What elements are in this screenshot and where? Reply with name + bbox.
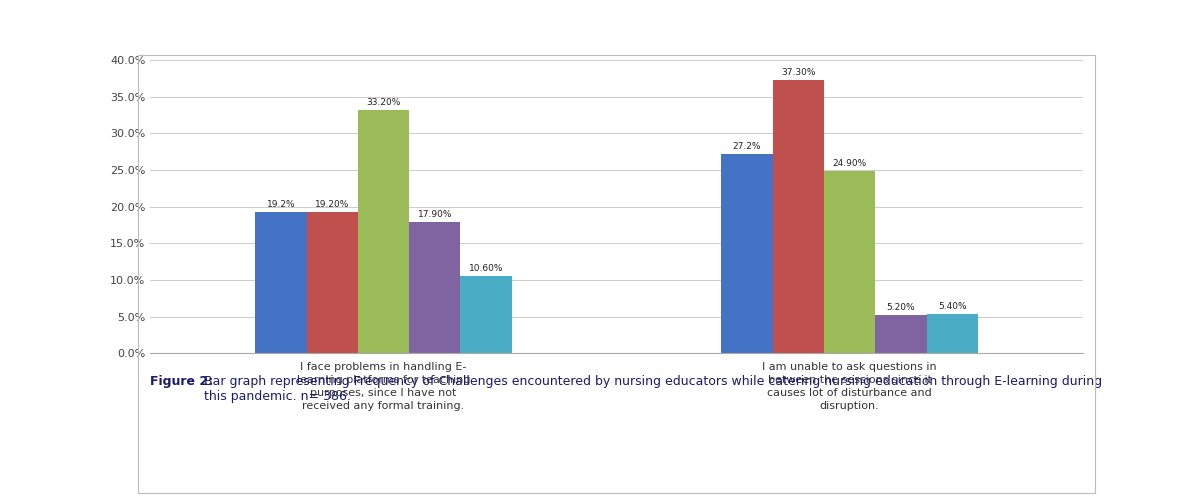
Bar [876,315,926,353]
Text: 24.90%: 24.90% [832,159,866,168]
Text: 5.40%: 5.40% [938,302,966,311]
Text: 27.2%: 27.2% [733,142,761,151]
Text: 33.20%: 33.20% [366,98,401,107]
Text: 5.20%: 5.20% [887,303,915,312]
Bar [824,171,876,353]
Bar [461,275,511,353]
Bar [409,222,461,353]
Bar [926,314,978,353]
Bar [255,213,307,353]
Bar [357,110,409,353]
Text: 37.30%: 37.30% [781,68,816,77]
Bar [772,80,824,353]
Text: 19.20%: 19.20% [315,201,349,210]
Text: Figure 2:: Figure 2: [150,375,218,388]
Text: 17.90%: 17.90% [417,210,452,219]
Bar [722,154,772,353]
Text: 10.60%: 10.60% [469,263,503,272]
Text: Bar graph representing Frequency of Challenges encountered by nursing educators : Bar graph representing Frequency of Chal… [203,375,1102,403]
Bar [307,213,357,353]
Text: 19.2%: 19.2% [267,201,295,210]
